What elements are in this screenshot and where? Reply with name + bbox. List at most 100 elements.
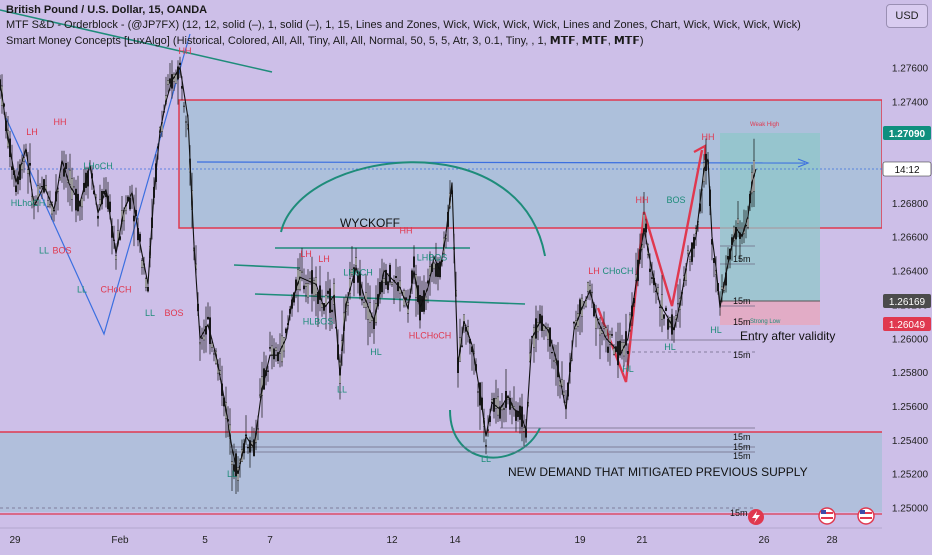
candle-body <box>98 199 101 205</box>
us-flag-event-icon-2[interactable] <box>857 507 875 525</box>
smc-label-15: LHoCH <box>343 268 373 278</box>
candle-body <box>503 408 506 410</box>
candle-body <box>96 215 99 219</box>
candle-body <box>373 317 376 330</box>
smc-label-24: HH <box>636 195 649 205</box>
candle-body <box>651 277 654 279</box>
candle-body <box>587 282 590 292</box>
candle-body <box>663 314 666 319</box>
candle-body <box>477 391 480 393</box>
time-tick-6: 19 <box>574 535 586 546</box>
candle-body <box>721 286 724 290</box>
smc-label-20: HLCHoCH <box>409 330 452 340</box>
candle-body <box>525 428 528 438</box>
wyckoff-label: WYCKOFF <box>340 216 400 230</box>
smc-label-4: HLhoCH <box>11 198 46 208</box>
candle-body <box>303 285 306 290</box>
candle-body <box>351 269 354 275</box>
candle-body <box>437 263 440 277</box>
smc-label-17: LHBOS <box>417 252 448 262</box>
long-stop-box <box>720 301 820 325</box>
candle-body <box>551 352 554 354</box>
candle-body <box>495 398 498 409</box>
price-tick-11: 1.25400 <box>892 436 929 447</box>
candle-body <box>677 303 680 305</box>
smc-label-25: BOS <box>666 195 685 205</box>
candle-body <box>331 309 334 313</box>
wyckoff-dome <box>280 161 546 257</box>
candle-body <box>49 204 52 207</box>
smc-label-1: HH <box>54 117 67 127</box>
candle-body <box>64 162 67 169</box>
candle-body <box>643 213 646 234</box>
candle-body <box>140 260 143 268</box>
candle-body <box>645 223 648 233</box>
candle-body <box>269 347 272 349</box>
tf-label-7: 15m <box>733 451 751 461</box>
candle-body <box>80 197 83 208</box>
candle-body <box>613 348 616 355</box>
candle-body <box>178 62 181 65</box>
currency-button[interactable]: USD <box>886 4 928 28</box>
smc-label-28: HL <box>664 342 676 352</box>
price-axis-bg <box>882 0 932 550</box>
us-flag-event-icon[interactable] <box>818 507 836 525</box>
smc-label-26: HH <box>702 132 715 142</box>
price-tick-1: 1.27400 <box>892 97 929 108</box>
candle-body <box>607 346 610 353</box>
top-teal-trend <box>0 9 273 73</box>
demand-zone <box>0 432 882 512</box>
candle-body <box>461 345 464 347</box>
smc-label-18: HLBOS <box>303 317 334 327</box>
smc-label-23: CHoCH <box>602 266 633 276</box>
indicator-smc[interactable]: Smart Money Concepts [LuxAlgo] (Historic… <box>6 35 644 47</box>
candle-body <box>47 200 50 207</box>
candle-body <box>667 318 670 330</box>
smc-label-19: HL <box>370 347 382 357</box>
time-tick-4: 12 <box>386 535 398 546</box>
candle-body <box>236 467 239 481</box>
candle-body <box>499 406 502 419</box>
candle-body <box>74 188 77 211</box>
price-tag-stop-text: 1.26049 <box>889 320 926 331</box>
price-tag-countdown-text: 14:12 <box>894 165 919 176</box>
candle-body <box>497 396 500 416</box>
price-tag-current: 1.27090 <box>883 126 931 140</box>
candle-body <box>271 345 274 356</box>
time-tick-9: 28 <box>826 535 838 546</box>
candle-body <box>625 331 628 346</box>
candle-body <box>273 348 276 360</box>
candle-body <box>232 464 235 472</box>
candle-body <box>305 283 308 287</box>
candle-body <box>39 186 42 190</box>
time-axis[interactable]: 29 Feb 5 7 12 14 19 21 26 28 <box>9 535 838 546</box>
candle-body <box>573 321 576 324</box>
smc-label-6: BOS <box>52 246 71 256</box>
smc-label-21: LL <box>481 454 491 464</box>
candle-body <box>275 347 278 351</box>
candle-body <box>523 427 526 432</box>
price-tick-0: 1.27600 <box>892 63 929 74</box>
target-arrow-head <box>797 158 810 168</box>
price-path <box>0 65 757 474</box>
candle-body <box>317 292 320 304</box>
candle-body <box>41 185 44 188</box>
candle-body <box>509 398 512 410</box>
candle-body <box>176 66 179 80</box>
candle-body <box>132 215 135 222</box>
candle-body <box>433 262 436 270</box>
indicator-orderblock[interactable]: MTF S&D - Orderblock - (@JP7FX) (12, 12,… <box>6 19 801 31</box>
candle-body <box>691 242 694 262</box>
candle-body <box>423 290 426 312</box>
time-tick-2: 5 <box>202 535 208 546</box>
candle-body <box>307 283 310 298</box>
candle-body <box>212 353 215 355</box>
candle-body <box>395 276 398 279</box>
candle-body <box>313 280 316 296</box>
price-tick-4: 1.26800 <box>892 199 929 210</box>
candle-body <box>210 342 213 349</box>
tf-label-2: 15m <box>733 296 751 306</box>
lightning-event-icon[interactable] <box>748 509 764 525</box>
